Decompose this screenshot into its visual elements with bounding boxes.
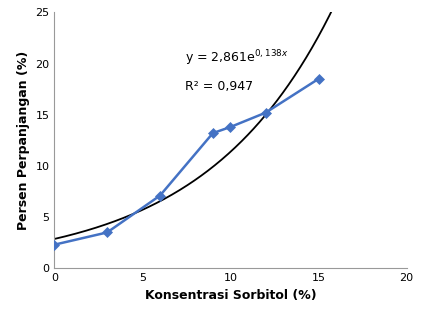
Y-axis label: Persen Perpanjangan (%): Persen Perpanjangan (%)	[17, 51, 30, 230]
X-axis label: Konsentrasi Sorbitol (%): Konsentrasi Sorbitol (%)	[145, 289, 316, 302]
Text: y = 2,861e$^{0,138x}$: y = 2,861e$^{0,138x}$	[185, 49, 288, 68]
Text: R² = 0,947: R² = 0,947	[185, 80, 253, 93]
